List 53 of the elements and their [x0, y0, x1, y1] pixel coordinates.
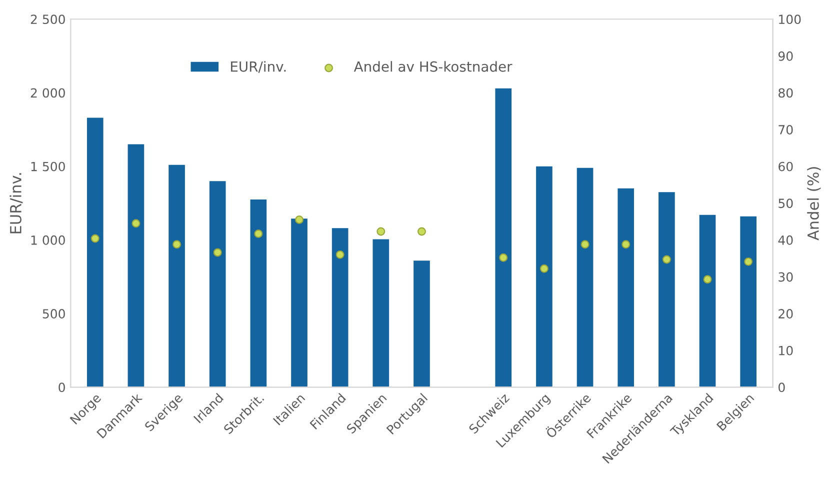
- point: [418, 227, 426, 236]
- point: [662, 255, 671, 264]
- y-tick-label: 2 500: [30, 14, 65, 24]
- bar: [618, 188, 634, 388]
- bar: [209, 181, 226, 388]
- y2-tick-label: 100: [779, 14, 801, 24]
- y2-tick-label: 80: [778, 88, 793, 98]
- bar: [536, 166, 552, 388]
- y-axis-title: EUR/inv.: [10, 173, 23, 234]
- bar: [658, 192, 675, 388]
- y-tick-label: 500: [42, 309, 65, 318]
- y2-tick-label: 10: [779, 346, 793, 356]
- bar: [576, 168, 594, 388]
- point: [254, 229, 263, 238]
- y2-tick-label: 60: [778, 162, 793, 172]
- bar: [128, 144, 144, 388]
- y2-tick-label: 0: [778, 382, 785, 392]
- y-tick-label: 1 500: [31, 162, 65, 172]
- point: [295, 215, 304, 224]
- bar: [372, 239, 390, 388]
- bar: [86, 118, 104, 388]
- y2-tick-label: 40: [778, 235, 793, 245]
- point: [703, 275, 712, 284]
- y2-tick-label: 90: [778, 51, 793, 61]
- point: [213, 248, 222, 257]
- y2-tick-label: 20: [778, 309, 793, 318]
- bar: [414, 260, 430, 388]
- bar: [332, 228, 348, 388]
- point: [540, 264, 548, 273]
- bar: [291, 218, 308, 388]
- y2-tick-label: 30: [778, 272, 793, 282]
- bar: [250, 199, 267, 388]
- bar: [699, 214, 716, 388]
- y-tick-label: 2 000: [30, 88, 65, 98]
- point: [580, 240, 590, 249]
- bar: [495, 88, 512, 388]
- y-tick-label: 1 000: [31, 235, 65, 245]
- y2-axis-title: Andel (%): [807, 167, 821, 240]
- point: [376, 227, 386, 236]
- point: [336, 250, 344, 259]
- bar: [168, 164, 185, 388]
- point: [499, 253, 508, 262]
- y2-tick-label: 50: [778, 198, 793, 208]
- point: [90, 234, 100, 243]
- legend-label: EUR/inv.: [231, 61, 286, 73]
- bar: [740, 216, 756, 388]
- point: [744, 257, 753, 266]
- legend-label: Andel av HS-kostnader: [354, 61, 512, 72]
- y2-tick-label: 70: [778, 125, 793, 134]
- point: [622, 240, 630, 249]
- y-tick-label: 0: [58, 382, 65, 392]
- point: [132, 219, 140, 228]
- point: [172, 240, 182, 249]
